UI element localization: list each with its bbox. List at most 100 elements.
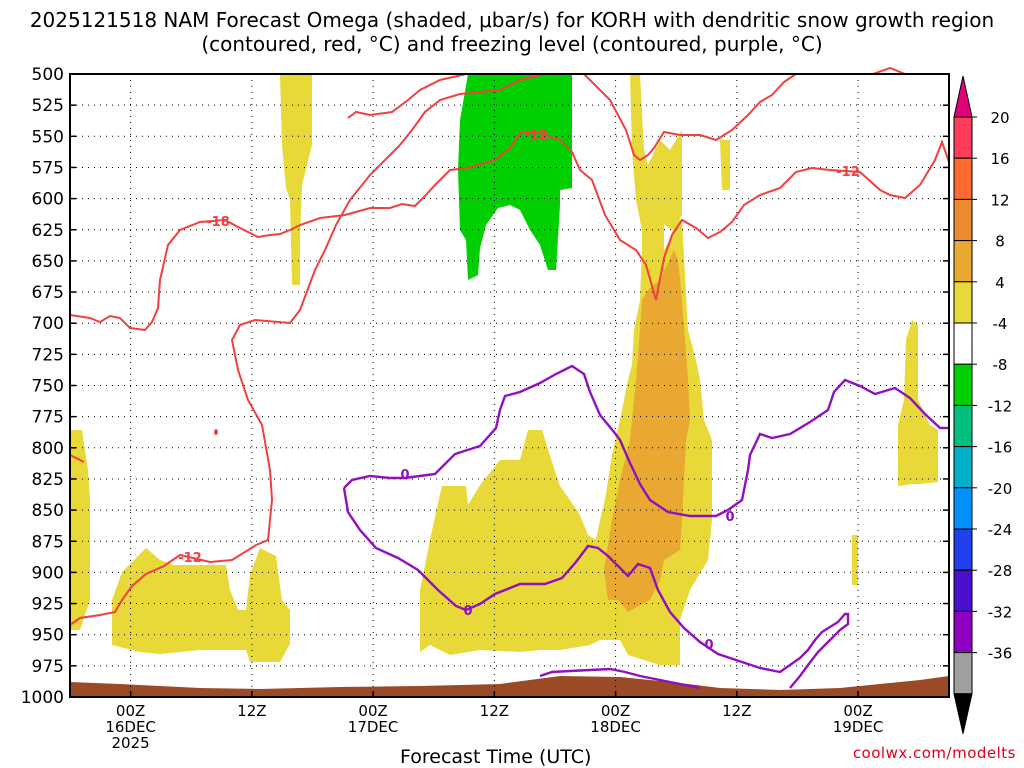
y-tick-label: 900 [32, 563, 64, 583]
colorbar-swatch [953, 528, 973, 571]
colorbar-label: -20 [988, 480, 1013, 498]
x-tick-label: 19DEC [833, 718, 884, 736]
colorbar-label: -28 [988, 562, 1013, 580]
omega-positive-area-6 [720, 140, 730, 190]
snow-growth-contour-6 [872, 66, 906, 75]
x-tick-label: 12Z [480, 702, 509, 720]
y-tick-label: 1000 [21, 688, 64, 708]
y-tick-label: 775 [32, 408, 64, 428]
colorbar-label: 20 [990, 109, 1009, 127]
y-tick-label: 500 [32, 65, 64, 85]
colorbar-label: -12 [988, 397, 1013, 415]
x-tick-label: 00Z [116, 702, 145, 720]
x-tick-label: 18DEC [590, 718, 641, 736]
freezing-level-contour-3 [342, 487, 850, 689]
x-tick-label: 2025 [112, 734, 150, 752]
contour-layer: -18 -12 -12 -12 0 0 0 0 [69, 66, 950, 690]
axes-layer: 500 525 550 575 600 625 650 675 700 725 750 775 800 8… [21, 65, 950, 752]
colorbar-swatch [953, 240, 973, 283]
colorbar-swatch [953, 446, 973, 489]
colorbar-top-arrow [953, 75, 973, 118]
colorbar-label: 16 [990, 150, 1009, 168]
freezing-level-contour-2 [343, 364, 949, 518]
colorbar-label: -32 [988, 603, 1013, 621]
grid-layer [70, 73, 949, 698]
chart-title: 2025121518 NAM Forecast Omega (shaded, μ… [29, 8, 995, 56]
omega-positive-area-5 [630, 74, 682, 230]
omega-negative-area-1 [458, 74, 572, 280]
credit-text: coolwx.com/modelts [852, 744, 1016, 762]
snow-growth-contour-2 [69, 73, 546, 626]
y-tick-label: 550 [32, 127, 64, 147]
x-tick-label: 00Z [358, 702, 387, 720]
omega-positive-area-1 [280, 74, 312, 285]
omega-positive-area-2 [70, 430, 90, 630]
y-tick-label: 525 [32, 96, 64, 116]
colorbar-label: -8 [993, 356, 1008, 374]
contour-label: 0 [463, 604, 472, 619]
x-tick-label: 12Z [722, 702, 751, 720]
y-tick-label: 750 [32, 377, 64, 397]
x-tick-label: 17DEC [348, 718, 399, 736]
y-tick-label: 925 [32, 595, 64, 615]
contour-label: 0 [704, 638, 713, 653]
x-axis-label: Forecast Time (UTC) [400, 746, 592, 768]
y-tick-label: 675 [32, 283, 64, 303]
colorbar-label: -24 [988, 521, 1013, 539]
x-tick-label: 00Z [843, 702, 872, 720]
x-tick-label: 16DEC [105, 718, 156, 736]
omega-positive-area-3 [112, 548, 290, 662]
snow-growth-contour-blob [214, 429, 218, 435]
y-tick-label: 700 [32, 314, 64, 334]
y-tick-label: 875 [32, 532, 64, 552]
colorbar-swatch [953, 610, 973, 654]
snow-growth-contour-3 [347, 73, 467, 119]
contour-label: -12 [524, 128, 548, 143]
contour-label: 0 [725, 510, 734, 525]
y-tick-label: 725 [32, 345, 64, 365]
omega-strong-area-1 [604, 250, 690, 612]
y-tick-label: 800 [32, 439, 64, 459]
omega-shading-layer [70, 74, 949, 697]
y-tick-label: 600 [32, 190, 64, 210]
colorbar-swatch [953, 157, 973, 200]
snow-growth-contour-4 [583, 73, 797, 162]
snow-growth-contour-1 [69, 132, 950, 332]
colorbar: 20 16 12 8 4 -4 -8 -12 -16 -20 -24 -28 -32 -36 [953, 75, 1013, 734]
freezing-level-contour-1 [539, 667, 701, 690]
colorbar-bottom-arrow [953, 693, 973, 734]
y-tick-label: 825 [32, 470, 64, 490]
colorbar-label: 8 [995, 233, 1005, 251]
colorbar-swatch [953, 404, 973, 448]
colorbar-label: 4 [995, 274, 1005, 292]
colorbar-swatch [953, 281, 973, 324]
colorbar-swatch [953, 487, 973, 530]
omega-positive-area-7 [898, 320, 938, 486]
colorbar-label: -4 [993, 315, 1008, 333]
colorbar-swatch [953, 363, 973, 406]
colorbar-swatch [953, 652, 973, 695]
y-tick-label: 650 [32, 252, 64, 272]
terrain-strip [70, 676, 949, 697]
y-tick-label: 975 [32, 657, 64, 677]
omega-positive-area-8 [852, 535, 858, 585]
colorbar-label: -16 [988, 439, 1013, 457]
contour-label: -18 [206, 215, 230, 230]
colorbar-label: 12 [990, 191, 1009, 209]
x-tick-label: 00Z [601, 702, 630, 720]
y-tick-label: 575 [32, 158, 64, 178]
colorbar-swatch [953, 116, 973, 159]
contour-label: -12 [836, 165, 860, 180]
colorbar-label: -36 [988, 645, 1013, 663]
colorbar-swatch [953, 198, 973, 242]
contour-label: 0 [400, 468, 409, 483]
y-tick-label: 950 [32, 626, 64, 646]
colorbar-swatch [953, 569, 973, 612]
snow-growth-contour-5 [69, 454, 85, 463]
y-tick-label: 625 [32, 221, 64, 241]
x-tick-label: 12Z [237, 702, 266, 720]
y-tick-label: 850 [32, 501, 64, 521]
contour-label: -12 [178, 551, 202, 566]
colorbar-swatch [953, 322, 973, 365]
